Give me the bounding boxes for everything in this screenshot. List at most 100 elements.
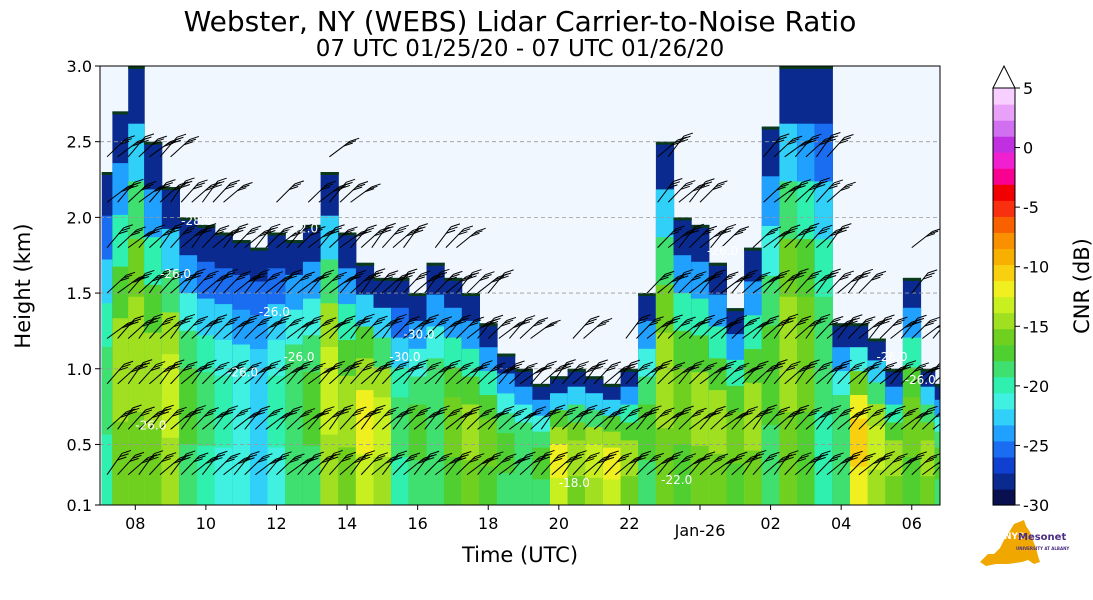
barb-staff — [742, 322, 764, 339]
barb-flag — [164, 268, 174, 273]
wind-barb — [159, 133, 187, 158]
barb-flag — [663, 321, 674, 326]
barb-flag — [469, 322, 479, 327]
cloud-edge — [197, 224, 216, 228]
barb-staff — [509, 365, 529, 385]
barb-staff — [667, 408, 685, 430]
wind-barb — [466, 360, 493, 385]
barb-flag — [679, 275, 689, 280]
barb-flag — [494, 276, 505, 280]
barb-staff — [392, 230, 413, 249]
barb-flag — [595, 412, 605, 417]
wind-barb — [742, 271, 771, 294]
barb-flag — [491, 317, 501, 322]
barb-flag — [713, 272, 724, 277]
barb-flag — [818, 453, 829, 458]
wind-barb — [678, 223, 704, 248]
barb-flag — [722, 366, 732, 371]
barb-staff — [265, 228, 285, 249]
barb-flag — [459, 454, 469, 459]
wind-barb — [434, 223, 461, 248]
barb-flag — [341, 457, 351, 462]
barb-flag — [737, 315, 748, 320]
barb-staff — [276, 231, 298, 249]
barb-flag — [311, 318, 321, 323]
barb-staff — [223, 226, 240, 248]
barb-flag — [504, 269, 514, 274]
barb-flag — [206, 273, 216, 278]
barb-staff — [170, 453, 187, 476]
barb-flag — [410, 452, 421, 457]
cloud-edge — [602, 383, 622, 387]
barb-flag — [489, 457, 499, 462]
barb-staff — [805, 453, 822, 476]
barb-flag — [896, 405, 906, 410]
barb-flag — [204, 226, 214, 231]
barb-flag — [345, 365, 355, 370]
barb-flag — [202, 229, 212, 234]
barb-flag — [392, 320, 403, 325]
barb-staff — [657, 412, 679, 430]
barb-flag — [826, 275, 837, 279]
cloud-edge — [408, 293, 427, 297]
wind-barb — [879, 453, 908, 476]
barb-flag — [174, 136, 184, 141]
wind-barb — [286, 223, 313, 248]
barb-staff — [201, 228, 221, 248]
barb-flag — [812, 133, 822, 138]
barb-flag — [501, 458, 511, 463]
barb-flag — [278, 367, 288, 372]
barb-flag — [155, 274, 165, 279]
wind-barb — [763, 359, 788, 385]
barb-flag — [662, 359, 673, 364]
barb-staff — [265, 317, 283, 339]
barb-staff — [805, 180, 822, 203]
barb-flag — [906, 410, 916, 415]
barb-staff — [233, 317, 251, 339]
barb-flag — [313, 365, 323, 370]
barb-flag — [266, 366, 276, 371]
barb-flag — [289, 186, 299, 190]
barb-flag — [140, 412, 150, 417]
barb-flag — [325, 367, 336, 372]
x-tick-label: Jan-26 — [674, 521, 726, 540]
x-tick-label: 08 — [125, 514, 145, 533]
barb-staff — [763, 136, 781, 158]
barb-staff — [244, 367, 266, 385]
barb-staff — [202, 275, 223, 294]
barb-flag — [213, 320, 223, 325]
barb-flag — [293, 405, 303, 410]
barb-staff — [329, 318, 347, 339]
barb-flag — [546, 411, 557, 416]
barb-flag — [414, 366, 424, 370]
barb-staff — [487, 456, 508, 476]
barb-staff — [106, 363, 125, 385]
wind-barb — [244, 405, 271, 430]
barb-flag — [630, 410, 640, 414]
barb-flag — [823, 224, 833, 229]
wind-barb — [826, 134, 854, 158]
barb-staff — [392, 455, 412, 476]
wind-barb — [127, 133, 155, 158]
barb-flag — [260, 269, 270, 274]
barb-flag — [892, 322, 902, 327]
barb-flag — [341, 321, 351, 326]
barb-flag — [797, 271, 807, 276]
barb-flag — [863, 268, 874, 273]
barb-staff — [784, 271, 801, 294]
wind-barb — [360, 452, 389, 476]
barb-staff — [223, 185, 244, 203]
barb-flag — [398, 275, 409, 280]
barb-flag — [512, 363, 523, 368]
barb-flag — [197, 366, 208, 371]
barb-flag — [578, 411, 589, 416]
wind-barb — [392, 268, 418, 294]
barb-flag — [925, 272, 935, 277]
barb-flag — [548, 322, 558, 327]
barb-flag — [831, 318, 841, 323]
barb-flag — [367, 361, 378, 366]
barb-flag — [747, 320, 758, 324]
barb-flag — [561, 365, 572, 370]
barb-staff — [879, 367, 901, 385]
barb-flag — [397, 364, 407, 369]
